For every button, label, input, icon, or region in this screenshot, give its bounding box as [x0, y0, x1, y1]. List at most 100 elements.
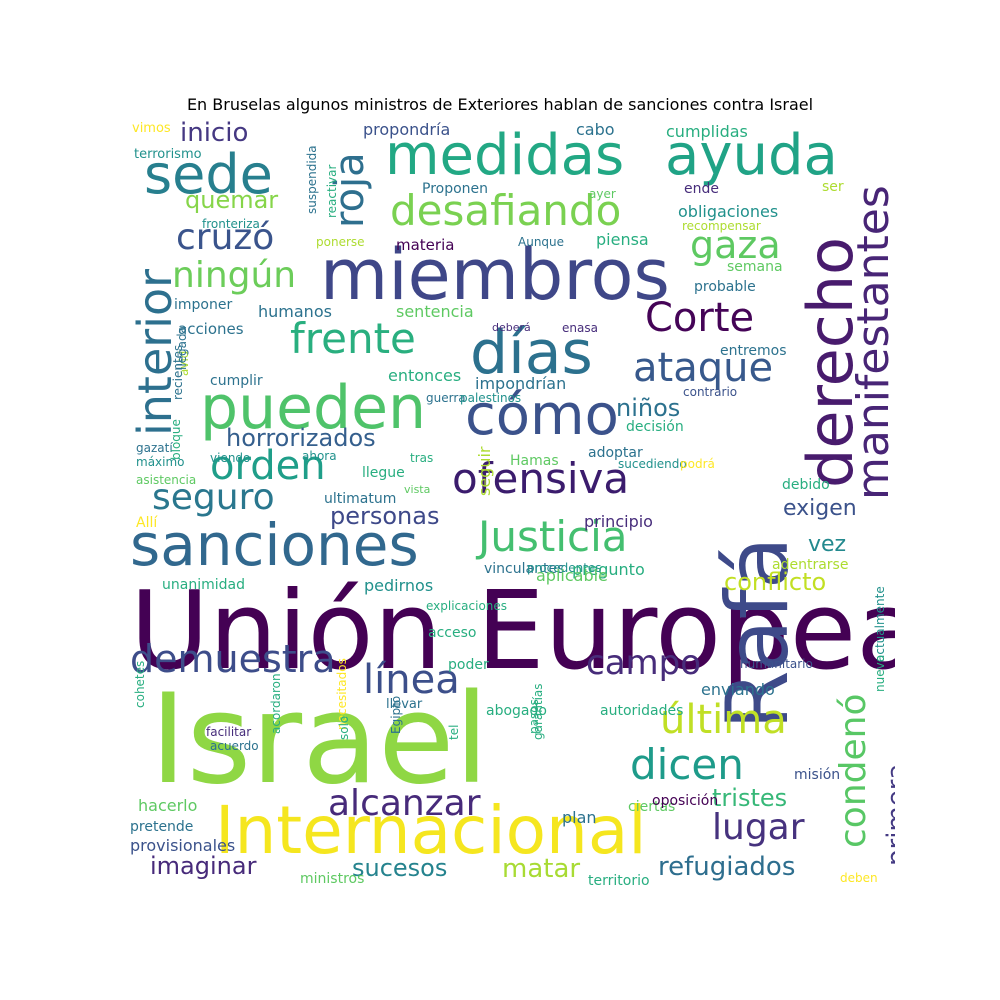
word-small: probable: [694, 279, 756, 295]
word-small: gazatí: [136, 441, 173, 455]
word-small: poder: [448, 657, 489, 673]
word-alcanzar: alcanzar: [328, 783, 481, 824]
word-small: garantías: [531, 683, 545, 740]
word-small: aplicable: [536, 566, 608, 585]
chart-title: En Bruselas algunos ministros de Exterio…: [186, 95, 814, 114]
word-campo: campo: [586, 643, 702, 683]
word-small: actualmente: [873, 586, 887, 662]
word-small: semana: [727, 259, 783, 275]
word-small: Aunque: [518, 235, 565, 249]
word-dicen: dicen: [630, 740, 744, 789]
word-seguro: seguro: [152, 477, 275, 518]
word-small: pretende: [130, 819, 194, 835]
word-internacional: Internacional: [215, 792, 647, 869]
word-small: ministros: [300, 871, 365, 887]
word-small: nuevo: [873, 654, 887, 692]
word-como: cómo: [465, 383, 619, 448]
word-cloud: Unión Europea Israel Rafá miembros Inter…: [130, 118, 895, 888]
word-ataque: ataque: [633, 345, 774, 391]
word-small: Hamas: [510, 453, 559, 469]
word-small: sucediendo: [618, 457, 687, 471]
word-small: vinculantes: [484, 561, 565, 577]
word-small: humanos: [258, 302, 332, 321]
word-small: impondrían: [475, 374, 567, 393]
word-medidas: medidas: [385, 123, 625, 188]
word-small: abogado: [486, 703, 547, 719]
word-refugiados: refugiados: [658, 852, 796, 882]
word-small: ende: [684, 181, 719, 197]
word-small: vista: [404, 483, 431, 496]
word-imaginar: imaginar: [150, 852, 257, 880]
word-small: enasa: [562, 321, 598, 335]
word-small: autoridades: [600, 703, 684, 719]
word-ofensiva: ofensiva: [452, 454, 630, 503]
word-sede: sede: [144, 143, 273, 206]
word-small: tras: [410, 451, 434, 465]
word-small: adentrarse: [772, 557, 849, 573]
word-small: sentencia: [396, 302, 474, 321]
word-small: misión: [794, 767, 841, 783]
word-small: procedentes: [527, 561, 602, 575]
word-small: ser: [822, 179, 844, 195]
word-small: llegue: [362, 465, 405, 481]
word-small: recientes: [171, 344, 185, 400]
word-small: acciones: [178, 320, 244, 338]
word-small: humanitario: [740, 657, 813, 671]
word-small: vimos: [132, 121, 171, 136]
word-small: guerra: [426, 391, 466, 405]
word-small: acordaron: [269, 673, 283, 734]
word-sanciones: sanciones: [130, 511, 419, 579]
word-small: solo: [337, 715, 351, 740]
word-small: seguir: [475, 446, 494, 497]
word-small: contrario: [683, 385, 738, 399]
word-primera: primera: [882, 763, 895, 866]
word-frente: frente: [290, 314, 416, 363]
word-dias: días: [470, 318, 593, 388]
word-small: reactivar: [325, 164, 339, 218]
word-ayuda: ayuda: [665, 123, 838, 188]
word-small: ahora: [302, 449, 337, 463]
word-small: plan: [562, 808, 597, 827]
word-small: ponerse: [316, 235, 365, 249]
word-small: viendo: [210, 451, 251, 465]
word-quemar: quemar: [185, 186, 279, 214]
word-small: asistencia: [136, 473, 197, 487]
word-small: bloque: [169, 419, 183, 460]
word-orden: orden: [210, 443, 326, 489]
word-small: debido: [782, 477, 830, 493]
word-ultima: última: [660, 697, 787, 743]
word-small: facilitar: [206, 725, 252, 739]
word-manifestantes: manifestantes: [848, 185, 895, 500]
word-sucesos: sucesos: [352, 854, 448, 882]
word-exigen: exigen: [783, 496, 857, 521]
word-small: palestinos: [460, 391, 522, 405]
word-small: tel: [447, 724, 461, 740]
word-gaza: gaza: [690, 223, 781, 267]
word-justicia: Justicia: [478, 512, 628, 561]
word-cruzo: cruzó: [176, 217, 275, 258]
word-pueden: pueden: [200, 373, 427, 443]
word-small: territorio: [588, 873, 650, 888]
word-small: acceso: [428, 625, 477, 641]
word-small: Proponen: [422, 181, 489, 197]
word-lugar: lugar: [712, 807, 805, 848]
word-small: Egipto: [389, 695, 403, 734]
word-inicio: inicio: [180, 118, 249, 148]
word-small: principio: [584, 512, 653, 531]
word-personas: personas: [330, 502, 440, 530]
word-small: máximo: [136, 455, 185, 469]
word-conflicto: conflicto: [724, 568, 827, 596]
word-small: pedirnos: [364, 576, 434, 595]
word-small: ciertas: [628, 799, 676, 815]
word-small: explicaciones: [426, 599, 508, 613]
word-small: llevar: [386, 697, 423, 712]
word-small: cumplir: [210, 373, 263, 389]
word-small: oposición: [652, 793, 719, 809]
word-small: cabo: [576, 120, 615, 139]
word-corte: Corte: [645, 295, 755, 341]
word-small: propondría: [363, 120, 451, 139]
word-alli: Allí: [136, 515, 158, 531]
word-demuestra: demuestra: [130, 637, 336, 681]
word-ninos: niños: [616, 394, 681, 422]
word-small: imponer: [174, 297, 233, 313]
